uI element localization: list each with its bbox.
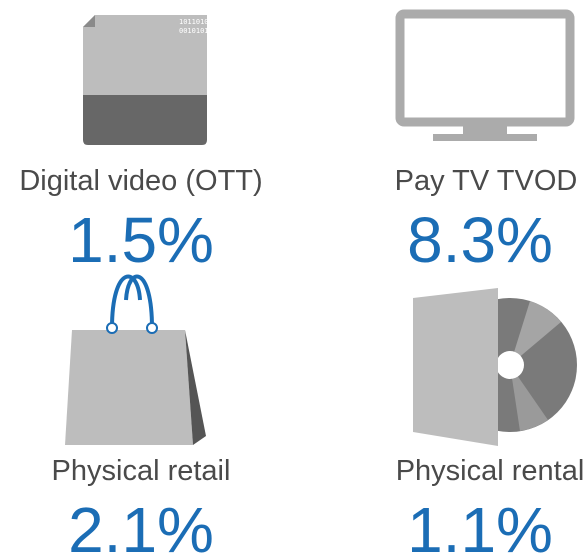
file-bottom: [83, 95, 207, 145]
item-value: 1.1%: [407, 494, 553, 556]
binary-text: 10110101: [179, 18, 213, 26]
tv-neck: [463, 126, 507, 134]
disc-shine: [510, 365, 548, 431]
bag-front: [65, 330, 193, 445]
bag-handle: [124, 274, 154, 329]
digital-video-icon: 10110101 00101011: [83, 15, 213, 145]
item-label: Physical retail: [52, 455, 231, 487]
disc-shine: [510, 301, 561, 365]
binary-text: 00101011: [179, 27, 213, 35]
item-value: 2.1%: [68, 494, 214, 556]
bag-icon: [65, 274, 206, 445]
bag-handle: [110, 274, 142, 329]
item-value: 1.5%: [68, 204, 214, 276]
file-top: [83, 15, 207, 95]
bag-side: [185, 330, 206, 445]
item-value: 8.3%: [407, 204, 553, 276]
tv-base: [433, 134, 537, 141]
item-label: Physical rental: [396, 455, 585, 487]
file-notch: [83, 15, 95, 27]
item-label: Digital video (OTT): [19, 165, 262, 197]
dvd-case: [413, 288, 498, 446]
bag-rivet: [146, 322, 158, 334]
bag-rivet: [106, 322, 118, 334]
tv-icon: [395, 9, 575, 141]
disc-hole: [496, 351, 524, 379]
tv-screen: [395, 9, 575, 127]
item-label: Pay TV TVOD: [395, 165, 578, 197]
dvd-icon: [413, 288, 577, 446]
